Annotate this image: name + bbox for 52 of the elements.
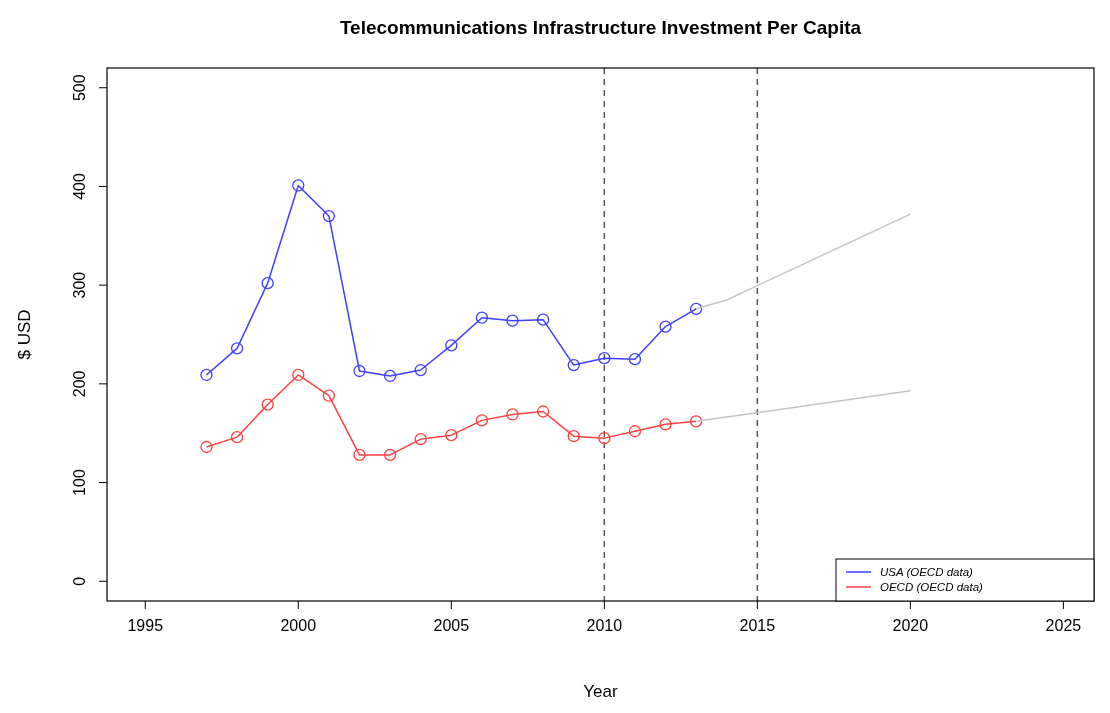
y-tick-label: 200 [71, 370, 88, 398]
point [292, 179, 305, 192]
x-tick-label: 2005 [433, 617, 470, 634]
point [659, 320, 672, 333]
x-tick-label: 2025 [1045, 617, 1082, 634]
x-tick-label: 1995 [127, 617, 164, 634]
point [445, 339, 458, 352]
point [536, 313, 550, 326]
point [689, 302, 703, 315]
point [475, 414, 489, 427]
x-axis-title: Year [583, 682, 619, 701]
legend-label: USA (OECD data) [880, 566, 974, 578]
point [292, 368, 305, 382]
point [230, 431, 244, 444]
point [506, 314, 519, 327]
point [567, 358, 580, 372]
y-tick-label: 100 [71, 469, 88, 496]
point [200, 368, 213, 382]
point [659, 418, 672, 431]
legend-label: OECD (OECD data) [880, 581, 984, 593]
point [445, 429, 458, 442]
y-tick-label: 400 [71, 173, 88, 200]
point [598, 352, 611, 365]
x-tick-label: 2000 [280, 617, 317, 634]
point [628, 353, 642, 366]
chart-title: Telecommunications Infrastructure Investment Per Capita [339, 17, 862, 38]
point [261, 277, 274, 290]
point [200, 440, 213, 454]
point [353, 448, 366, 462]
y-tick-label: 300 [71, 271, 88, 299]
point [628, 425, 642, 438]
point [322, 209, 336, 223]
y-tick-label: 0 [71, 576, 88, 586]
point [261, 398, 274, 411]
point [598, 431, 611, 445]
point [230, 342, 244, 355]
y-tick-label: 500 [71, 74, 88, 102]
point [353, 364, 366, 378]
point [383, 369, 397, 383]
point [322, 389, 336, 402]
point [506, 408, 519, 421]
point [475, 311, 489, 324]
point [414, 363, 427, 377]
point [383, 448, 397, 462]
point [689, 415, 703, 428]
point [414, 432, 427, 446]
x-tick-label: 2020 [892, 617, 929, 634]
point [536, 405, 550, 418]
y-axis-title: $ USD [15, 309, 34, 360]
x-tick-label: 2010 [586, 617, 623, 634]
x-tick-label: 2015 [739, 617, 776, 634]
point [567, 430, 580, 443]
